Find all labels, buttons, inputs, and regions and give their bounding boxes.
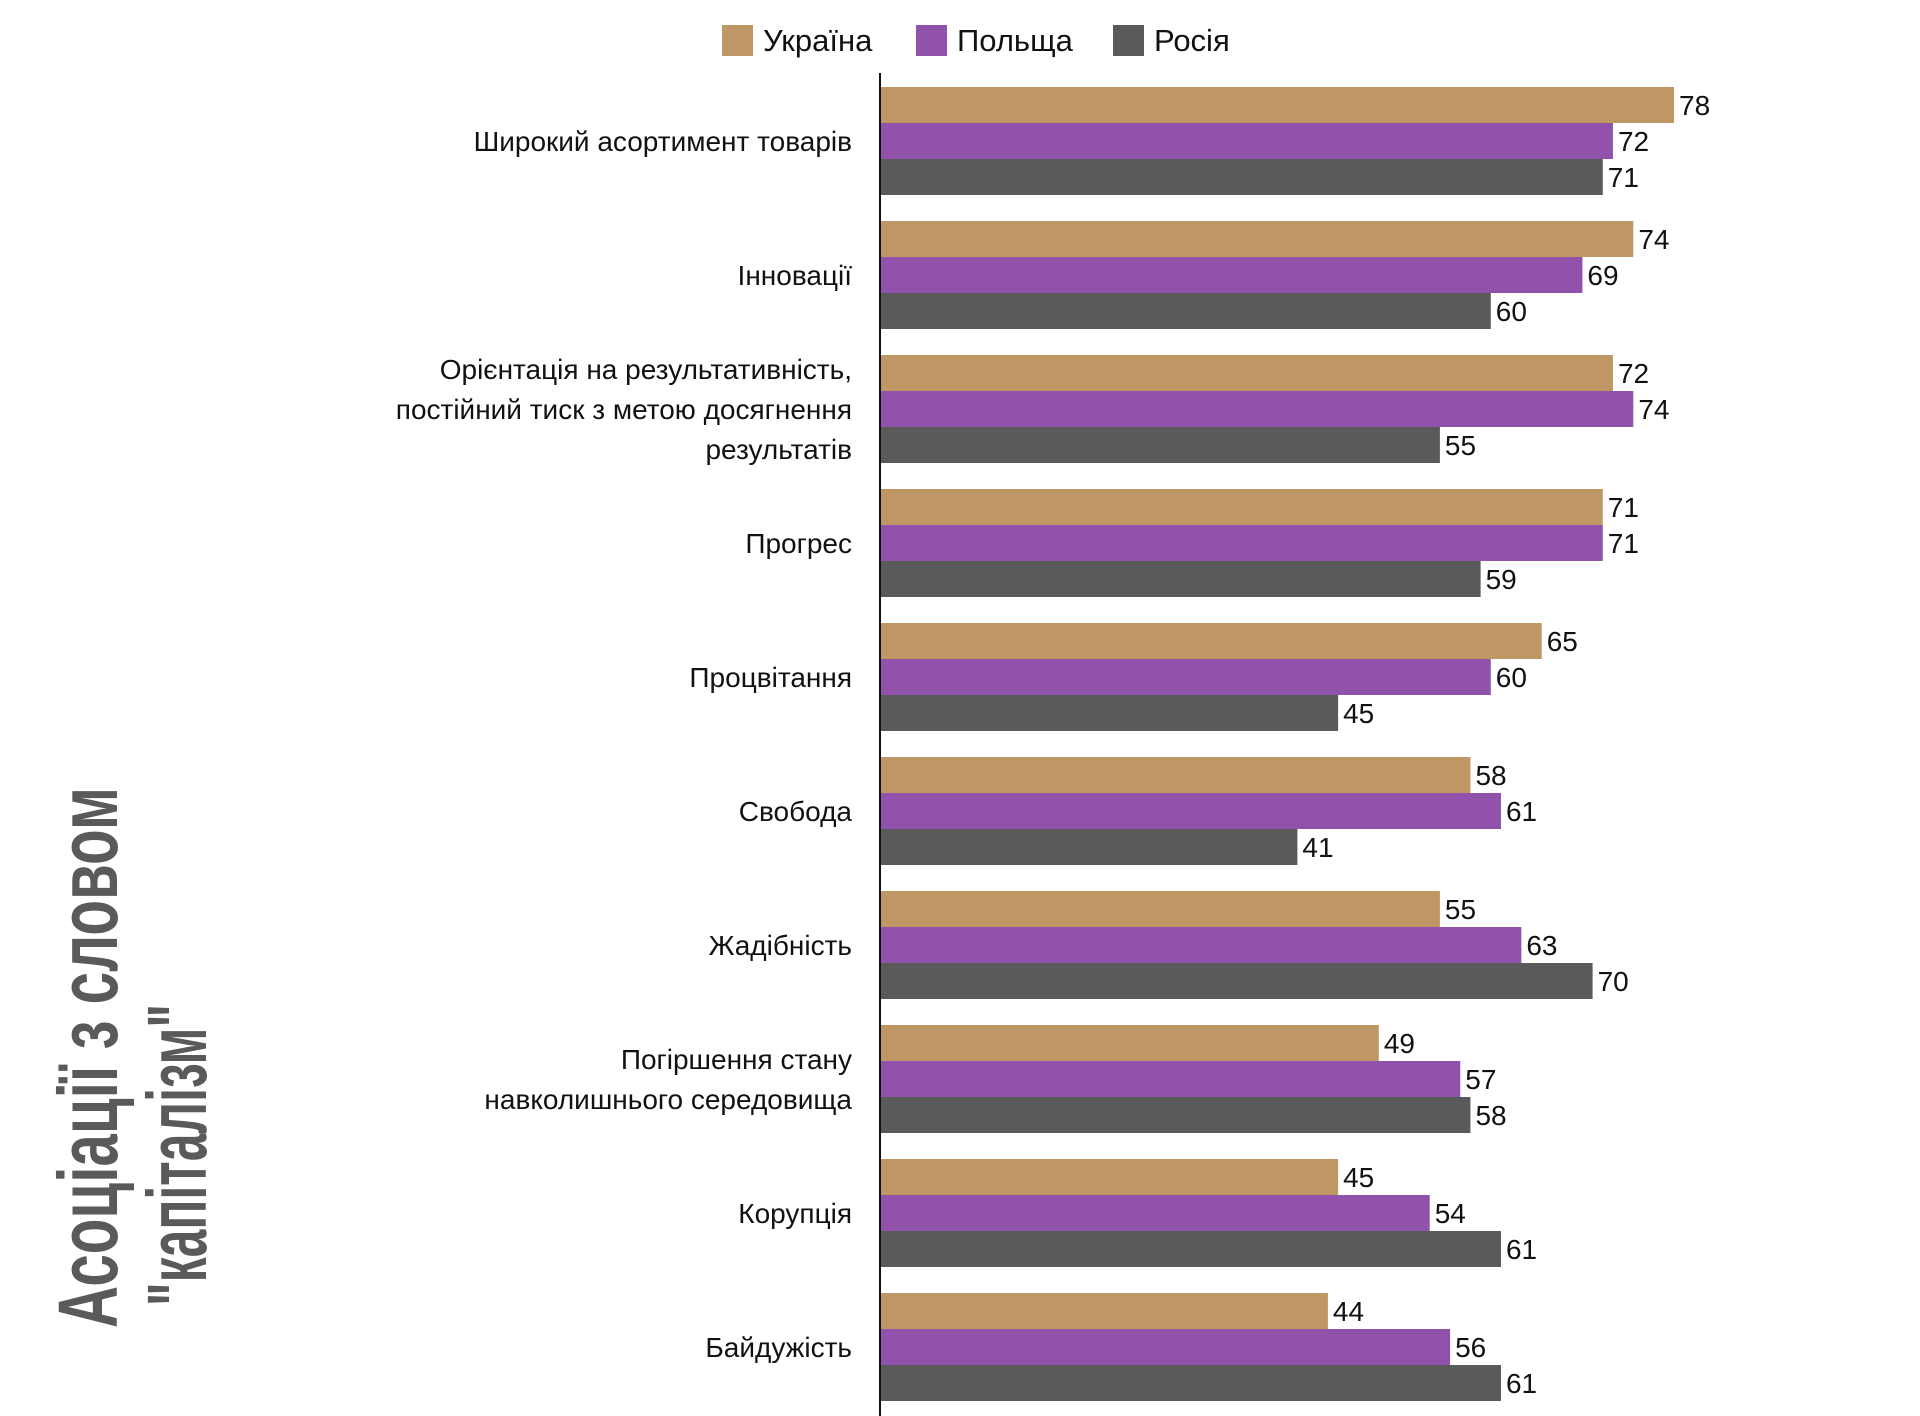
category-labels: Широкий асортимент товарів Інновації Орієн… <box>396 126 853 1363</box>
bar <box>880 659 1491 695</box>
bar <box>880 561 1481 597</box>
data-label: 41 <box>1302 832 1333 863</box>
chart-title-line-2: "капіталізм" <box>130 1004 224 1306</box>
data-label: 57 <box>1465 1064 1496 1095</box>
data-label: 45 <box>1343 698 1374 729</box>
bar <box>880 1231 1501 1267</box>
bar <box>880 427 1440 463</box>
data-label: 55 <box>1445 430 1476 461</box>
bar <box>880 829 1298 865</box>
data-label: 74 <box>1638 394 1669 425</box>
data-label: 69 <box>1587 260 1618 291</box>
bar <box>880 391 1634 427</box>
data-label: 58 <box>1475 1100 1506 1131</box>
data-label: 72 <box>1618 126 1649 157</box>
legend-swatch <box>722 25 753 56</box>
category-label: Байдужість <box>705 1332 852 1363</box>
category-label: Корупція <box>738 1198 852 1229</box>
category-label: Погіршення стану <box>621 1044 852 1075</box>
legend-label: Польща <box>957 23 1074 58</box>
bar <box>880 623 1542 659</box>
data-label: 70 <box>1598 966 1629 997</box>
category-label: Інновації <box>738 260 853 291</box>
bar <box>880 1365 1501 1401</box>
data-label: 61 <box>1506 1234 1537 1265</box>
category-label: Свобода <box>739 796 853 827</box>
data-label: 49 <box>1384 1028 1415 1059</box>
category-label: навколишнього середовища <box>484 1084 852 1115</box>
data-label: 59 <box>1486 564 1517 595</box>
data-label: 60 <box>1496 662 1527 693</box>
category-label: Широкий асортимент товарів <box>474 126 852 157</box>
bar <box>880 293 1491 329</box>
data-label: 61 <box>1506 796 1537 827</box>
bar <box>880 1293 1328 1329</box>
bar <box>880 793 1501 829</box>
bar <box>880 123 1613 159</box>
data-label: 60 <box>1496 296 1527 327</box>
bar <box>880 757 1471 793</box>
data-label: 78 <box>1679 90 1710 121</box>
bar <box>880 1195 1430 1231</box>
data-label: 44 <box>1333 1296 1364 1327</box>
bar <box>880 963 1593 999</box>
legend-label: Росія <box>1154 23 1230 58</box>
bar <box>880 1061 1461 1097</box>
data-label: 63 <box>1526 930 1557 961</box>
chart-title-line-1: Асоціації з словом <box>41 787 135 1328</box>
chart-title: Асоціації з словом "капіталізм" <box>41 787 224 1328</box>
data-label: 72 <box>1618 358 1649 389</box>
category-label: Орієнтація на результативність, <box>440 354 852 385</box>
bar <box>880 221 1634 257</box>
data-label: 55 <box>1445 894 1476 925</box>
data-label: 58 <box>1475 760 1506 791</box>
category-label: Прогрес <box>745 528 852 559</box>
bar <box>880 1097 1471 1133</box>
legend: Україна Польща Росія <box>722 23 1230 58</box>
category-label: Процвітання <box>689 662 852 693</box>
bar <box>880 1329 1451 1365</box>
bar <box>880 87 1675 123</box>
data-label: 71 <box>1608 162 1639 193</box>
data-label: 71 <box>1608 528 1639 559</box>
data-label: 54 <box>1435 1198 1466 1229</box>
bar <box>880 695 1339 731</box>
data-label: 74 <box>1638 224 1669 255</box>
bar <box>880 257 1583 293</box>
bar <box>880 355 1613 391</box>
bar <box>880 1159 1339 1195</box>
legend-swatch <box>1113 25 1144 56</box>
legend-swatch <box>916 25 947 56</box>
bar <box>880 1025 1379 1061</box>
category-label: результатів <box>705 434 852 465</box>
bar <box>880 891 1440 927</box>
data-label: 45 <box>1343 1162 1374 1193</box>
data-label: 61 <box>1506 1368 1537 1399</box>
data-label: 71 <box>1608 492 1639 523</box>
legend-label: Україна <box>763 23 873 58</box>
bar <box>880 525 1603 561</box>
bar <box>880 489 1603 525</box>
bars: 7872717469607274557171596560455861415563… <box>880 87 1710 1401</box>
category-label: постійний тиск з метою досягнення <box>396 394 852 425</box>
data-label: 65 <box>1547 626 1578 657</box>
bar <box>880 159 1603 195</box>
bar <box>880 927 1522 963</box>
data-label: 56 <box>1455 1332 1486 1363</box>
category-label: Жадібність <box>709 930 852 961</box>
